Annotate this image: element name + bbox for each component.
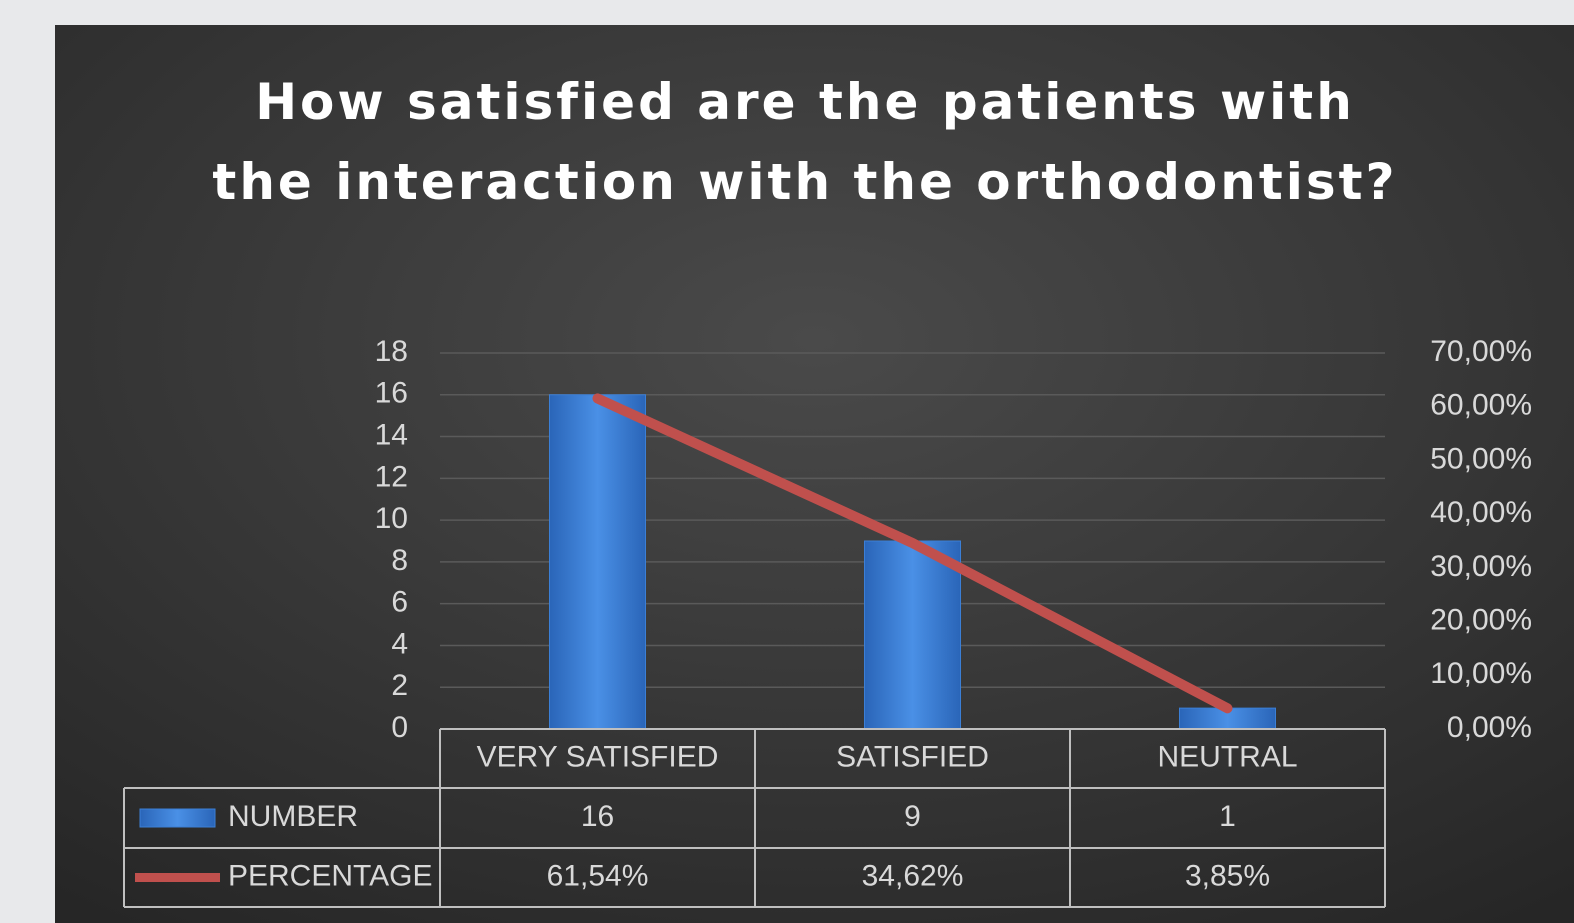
chart-panel [55,25,1574,923]
data-label: 9 [904,800,921,833]
y2-tick-label: 50,00% [1430,442,1532,475]
y2-tick-label: 40,00% [1430,496,1532,529]
y-tick-label: 8 [391,544,408,577]
bar [549,394,646,730]
y2-tick-label: 60,00% [1430,389,1532,422]
y2-tick-label: 20,00% [1430,603,1532,636]
data-label: 1 [1219,800,1236,833]
legend-label: NUMBER [228,800,358,833]
y2-tick-label: 0,00% [1447,711,1532,744]
chart-title: How satisfied are the patients with the … [212,73,1398,211]
y-tick-label: 10 [375,502,408,535]
y2-tick-label: 70,00% [1430,335,1532,368]
y-tick-label: 18 [375,335,408,368]
x-tick-label: VERY SATISFIED [477,740,719,773]
y-tick-label: 4 [391,627,408,660]
y-tick-label: 16 [375,377,408,410]
x-tick-label: NEUTRAL [1157,740,1297,773]
legend-label: PERCENTAGE [228,859,432,892]
line [592,393,1233,714]
data-label: 16 [581,800,614,833]
y-tick-label: 14 [375,418,408,451]
y-tick-label: 6 [391,586,408,619]
y-tick-label: 2 [391,669,408,702]
legend-swatch [139,808,216,828]
x-tick-label: SATISFIED [836,740,989,773]
y-tick-label: 12 [375,460,408,493]
y2-tick-label: 10,00% [1430,657,1532,690]
data-label: 3,85% [1185,859,1270,892]
y2-tick-label: 30,00% [1430,550,1532,583]
bar [864,540,961,730]
data-label: 34,62% [862,859,964,892]
data-label: 61,54% [547,859,649,892]
y-tick-label: 0 [391,711,408,744]
